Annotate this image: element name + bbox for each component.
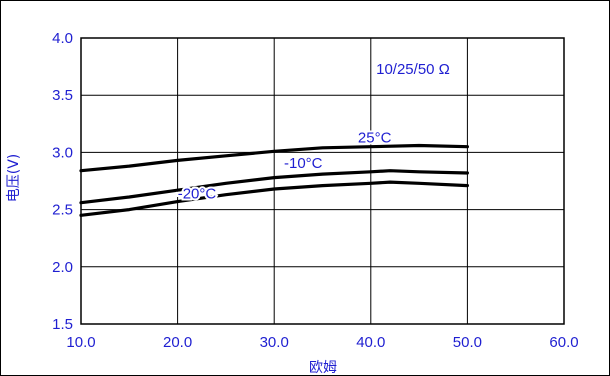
y-tick-label: 1.5 bbox=[52, 316, 73, 333]
series-labels: 25°C -10°C -20°C bbox=[176, 128, 394, 205]
series-line-0 bbox=[79, 143, 469, 173]
series-line-2 bbox=[79, 180, 469, 217]
series-label-2: -20°C bbox=[178, 186, 217, 203]
y-tick-label: 2.5 bbox=[52, 202, 73, 219]
y-tick-label: 2.0 bbox=[52, 259, 73, 276]
y-tick-label: 3.0 bbox=[52, 144, 73, 161]
series-line-1 bbox=[79, 169, 469, 205]
annotation-resistance: 10/25/50 Ω bbox=[376, 61, 450, 78]
x-axis-ticks: 10.0 20.0 30.0 40.0 50.0 60.0 bbox=[66, 334, 578, 351]
y-axis-label: 电压(V) bbox=[6, 154, 22, 203]
x-tick-label: 10.0 bbox=[66, 334, 95, 351]
plot-area bbox=[80, 37, 565, 325]
y-axis-ticks: 1.5 2.0 2.5 3.0 3.5 4.0 bbox=[52, 30, 73, 333]
x-tick-label: 20.0 bbox=[163, 334, 192, 351]
x-tick-label: 50.0 bbox=[453, 334, 482, 351]
grid bbox=[81, 38, 564, 324]
series-label-0: 25°C bbox=[358, 130, 392, 147]
y-tick-label: 3.5 bbox=[52, 87, 73, 104]
x-tick-label: 60.0 bbox=[549, 334, 578, 351]
series-label-1: -10°C bbox=[284, 155, 323, 172]
x-tick-label: 30.0 bbox=[260, 334, 289, 351]
x-tick-label: 40.0 bbox=[356, 334, 385, 351]
y-tick-label: 4.0 bbox=[52, 30, 73, 47]
x-axis-label: 欧姆 bbox=[309, 360, 337, 376]
series-lines bbox=[79, 143, 469, 217]
